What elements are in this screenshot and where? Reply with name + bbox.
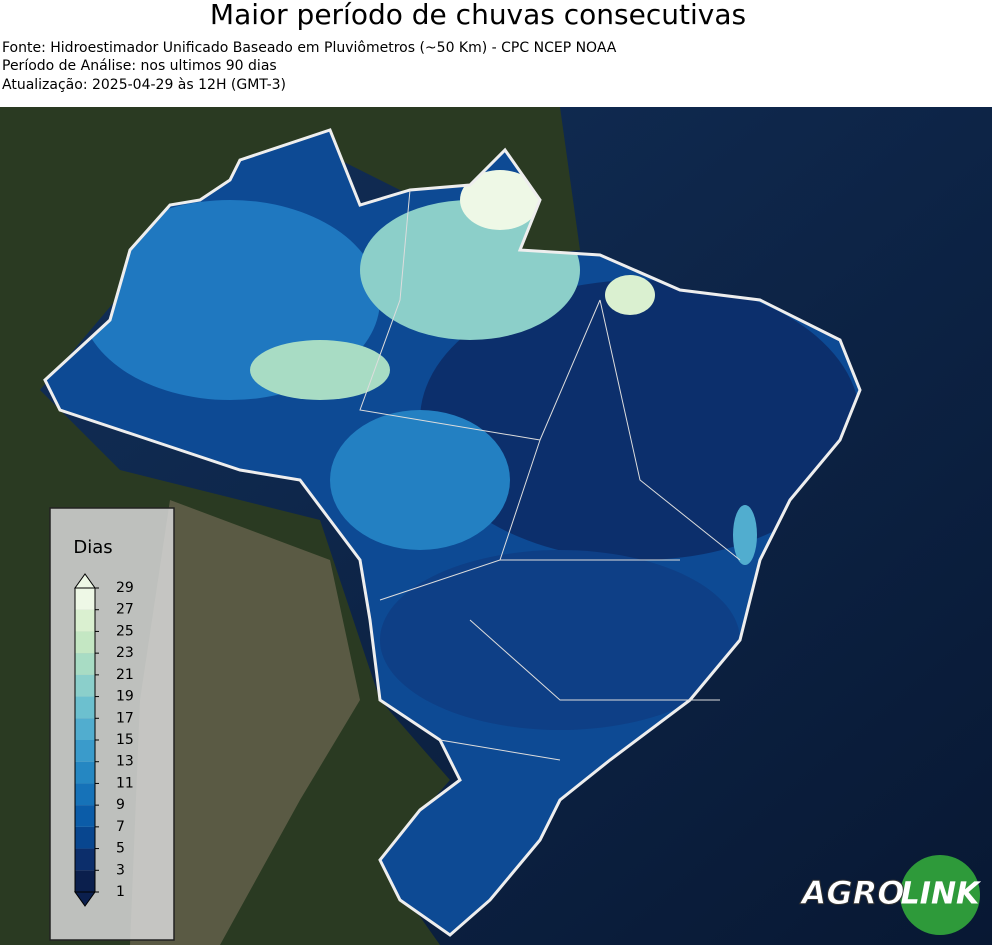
field-pale (605, 275, 655, 315)
colorbar-tick-label: 1 (116, 884, 125, 900)
colorbar-segment (75, 653, 95, 675)
source-line: Fonte: Hidroestimador Unificado Baseado … (2, 40, 617, 56)
colorbar-tick-label: 17 (116, 710, 134, 726)
field-dark (420, 280, 860, 560)
colorbar-segment (75, 740, 95, 762)
colorbar-tick-label: 23 (116, 645, 134, 661)
colorbar-segment (75, 696, 95, 719)
logo-circle (900, 855, 980, 935)
logo-right: LINK (901, 877, 982, 912)
update-line: Atualização: 2025-04-29 às 12H (GMT-3) (2, 77, 286, 93)
colorbar-segment (75, 588, 95, 610)
map (0, 107, 992, 945)
colorbar-segment (75, 761, 95, 784)
colorbar-tick-label: 9 (116, 797, 125, 813)
colorbar-segment (75, 848, 95, 871)
colorbar-tick-label: 3 (116, 862, 125, 878)
colorbar-tick-label: 19 (116, 689, 134, 705)
title: Maior período de chuvas consecutivas (210, 0, 746, 31)
legend-title: Dias (73, 537, 112, 558)
colorbar-segment (75, 783, 95, 806)
colorbar-segment (75, 718, 95, 740)
state-borders (359, 189, 741, 761)
colorbar-tick-label: 29 (116, 580, 134, 596)
colorbar-segment (75, 805, 95, 827)
state-line (359, 189, 741, 761)
field-mid (330, 410, 510, 550)
colorbar-tick-label: 25 (116, 623, 134, 639)
legend-box (49, 507, 175, 941)
colorbar-tick-label: 5 (116, 841, 125, 857)
logo: AGRO LINK (798, 855, 982, 935)
colorbar-segment (75, 631, 95, 654)
colorbar-tick-label: 7 (116, 819, 125, 835)
colorbar-segment (75, 609, 95, 632)
land-arid (130, 500, 360, 945)
field-mid (733, 505, 757, 565)
colorbar-segment (75, 870, 95, 892)
colorbar-tick-label: 13 (116, 754, 134, 770)
colorbar-tick-label: 21 (116, 667, 134, 683)
logo-left: AGRO (799, 874, 905, 912)
colorbar-tick-label: 11 (116, 775, 134, 791)
colorbar-segment (75, 826, 95, 849)
period-line: Período de Análise: nos ultimos 90 dias (2, 58, 277, 74)
field-light (250, 340, 390, 400)
field-dark (380, 550, 740, 730)
colorbar-tick-label: 27 (116, 602, 134, 618)
colorbar-segment (75, 674, 95, 697)
colorbar-tick-label: 15 (116, 732, 134, 748)
field-pale (460, 170, 540, 230)
